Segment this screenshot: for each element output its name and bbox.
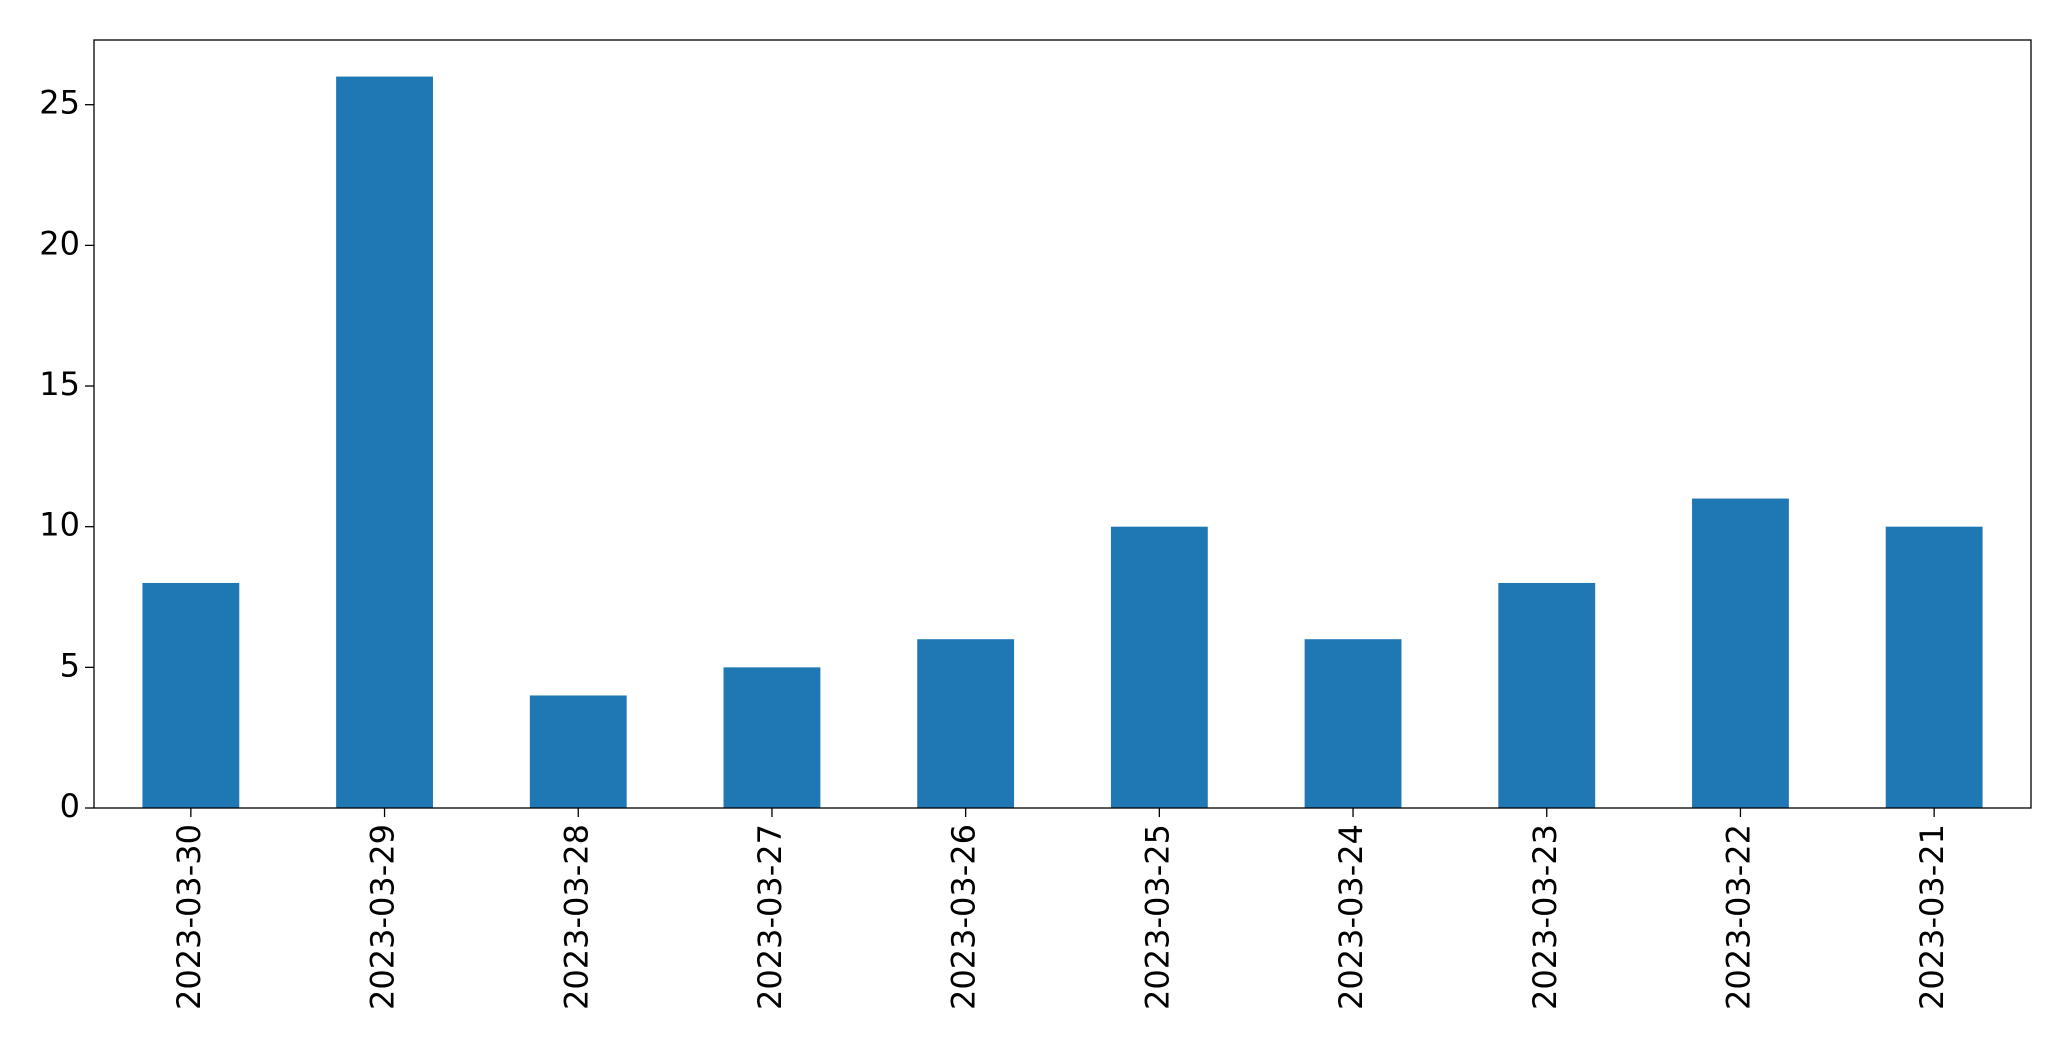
bar [1692, 498, 1789, 808]
bar [917, 639, 1015, 808]
bar [1885, 526, 1983, 808]
bar [1304, 639, 1402, 808]
y-tick-label: 5 [60, 646, 80, 684]
bar [1498, 582, 1596, 808]
bar [529, 695, 627, 808]
y-tick-label: 15 [39, 365, 80, 403]
x-tick-label: 2023-03-21 [1913, 824, 1951, 1010]
x-tick-label: 2023-03-27 [751, 824, 789, 1010]
x-tick-label: 2023-03-26 [945, 824, 983, 1010]
x-tick-label: 2023-03-29 [364, 824, 402, 1010]
bar [1110, 526, 1208, 808]
bar [723, 667, 821, 808]
plot-frame [93, 39, 2032, 809]
x-tick-label: 2023-03-30 [170, 824, 208, 1010]
y-tick-label: 10 [39, 506, 80, 544]
bar [336, 76, 433, 809]
x-tick-label: 2023-03-22 [1719, 824, 1757, 1010]
y-tick-label: 20 [39, 224, 80, 262]
x-tick-label: 2023-03-28 [557, 824, 595, 1010]
y-tick-label: 0 [60, 787, 80, 825]
x-tick-label: 2023-03-23 [1526, 824, 1564, 1010]
bar [142, 582, 240, 808]
y-tick-label: 25 [39, 84, 80, 122]
x-tick-label: 2023-03-24 [1332, 824, 1370, 1010]
x-tick-label: 2023-03-25 [1138, 824, 1176, 1010]
